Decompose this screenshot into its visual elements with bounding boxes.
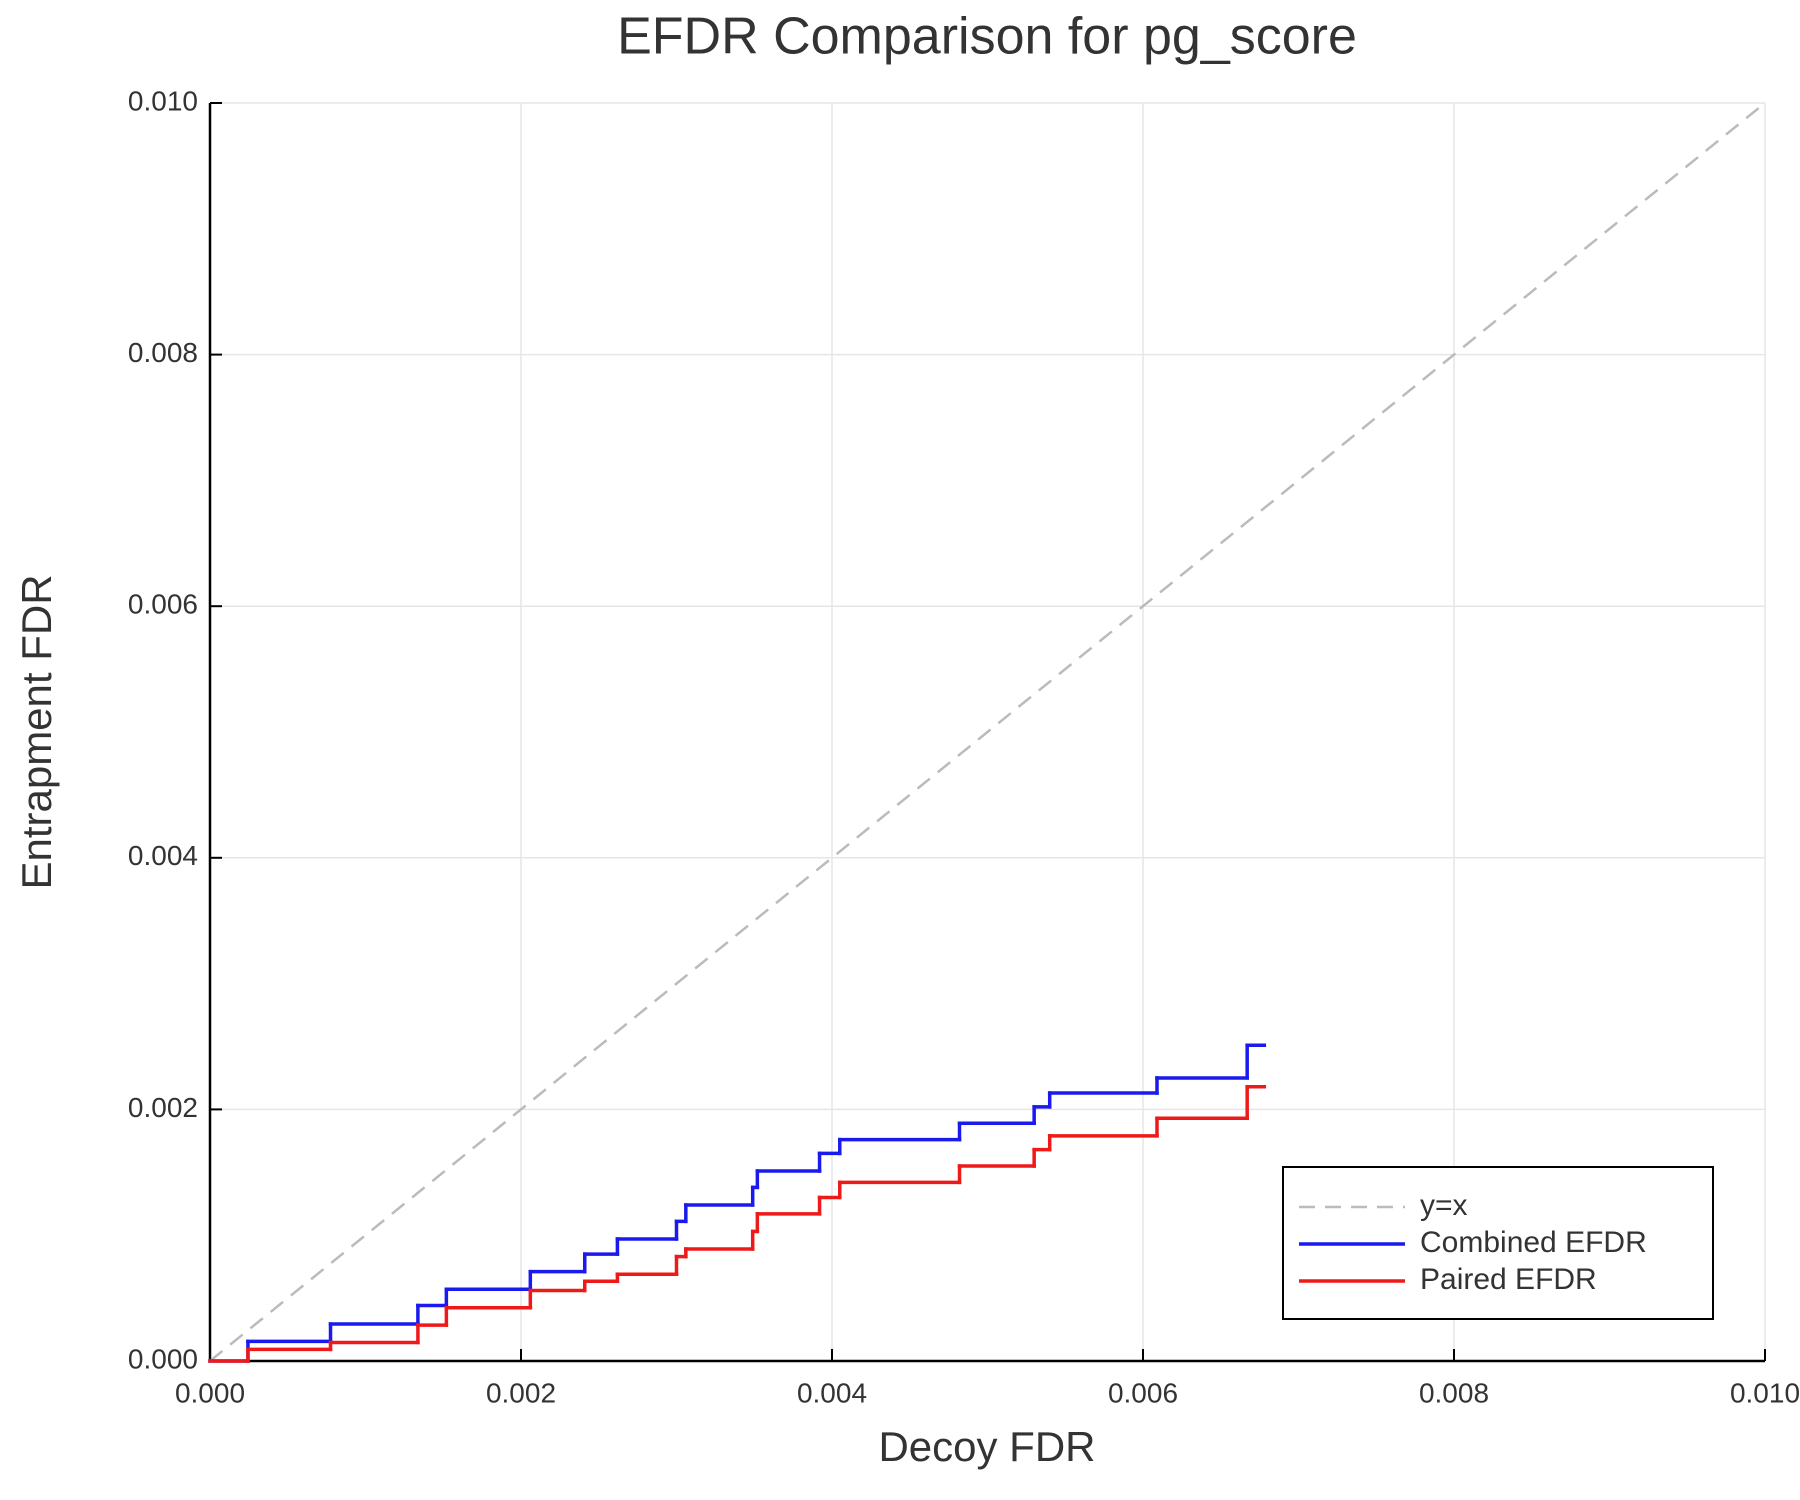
x-tick-label: 0.010 — [1730, 1377, 1800, 1408]
x-tick-label: 0.004 — [797, 1377, 867, 1408]
x-tick-label: 0.006 — [1108, 1377, 1178, 1408]
y-axis-label: Entrapment FDR — [13, 574, 60, 889]
y-tick-label: 0.008 — [128, 337, 198, 368]
legend-label: y=x — [1420, 1189, 1468, 1222]
x-axis-label: Decoy FDR — [878, 1423, 1095, 1470]
reference-line — [209, 102, 1766, 1362]
x-tick-label: 0.002 — [486, 1377, 556, 1408]
legend-label: Paired EFDR — [1420, 1263, 1597, 1296]
x-tick-label: 0.000 — [175, 1377, 245, 1408]
y-tick-label: 0.004 — [128, 840, 198, 871]
y-tick-label: 0.006 — [128, 589, 198, 620]
y-tick-label: 0.002 — [128, 1092, 198, 1123]
chart-title: EFDR Comparison for pg_score — [617, 8, 1357, 66]
y-tick-label: 0.010 — [128, 85, 198, 116]
y-tick-label: 0.000 — [128, 1343, 198, 1374]
x-tick-label: 0.008 — [1419, 1377, 1489, 1408]
legend-label: Combined EFDR — [1420, 1226, 1647, 1259]
